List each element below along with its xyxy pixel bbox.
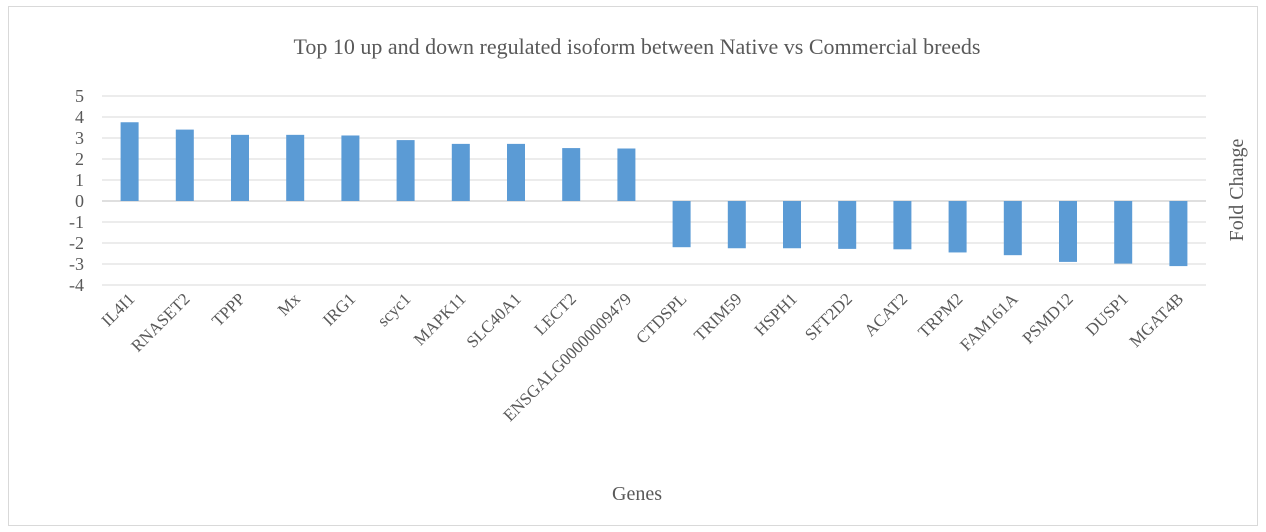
x-tick-label: RNASET2 [127, 289, 193, 355]
x-tick-label: SFT2D2 [801, 289, 856, 344]
x-tick-label: Mx [274, 289, 304, 319]
bar-tppp [231, 134, 249, 201]
bar-rnaset2 [175, 129, 194, 201]
bar-trpm2 [948, 201, 967, 253]
bar-fam161a [1003, 201, 1022, 256]
x-tick-label: IRG1 [319, 289, 359, 329]
bar-mx [286, 134, 305, 201]
bar-hsph1 [783, 201, 801, 249]
x-tick-label: CTDSPL [632, 289, 690, 347]
bar-sft2d2 [838, 201, 857, 249]
y-tick-label: 2 [75, 149, 84, 169]
bar-il4i1 [120, 122, 139, 201]
y-tick-label: -1 [69, 212, 84, 232]
bars [120, 122, 1188, 267]
bar-irg1 [341, 135, 360, 201]
x-tick-label: LECT2 [531, 289, 580, 338]
x-tick-label: SLC40A1 [463, 289, 525, 351]
x-tick-label: FAM161A [956, 289, 1022, 355]
y-axis-title: Fold Change [1226, 138, 1248, 241]
y-tick-label: -2 [69, 233, 84, 253]
x-tick-label: MAPK11 [410, 289, 470, 349]
bar-acat2 [893, 201, 912, 250]
x-tick-label: ACAT2 [860, 289, 911, 340]
x-tick-label: DUSP1 [1082, 289, 1132, 339]
y-tick-label: -4 [69, 275, 84, 295]
x-tick-label: MGAT4B [1126, 289, 1188, 351]
x-axis-title: Genes [612, 483, 662, 505]
x-tick-label: PSMD12 [1019, 289, 1077, 347]
y-tick-label: 4 [75, 107, 84, 127]
bar-mgat4b [1169, 201, 1188, 267]
bar-slc40a1 [507, 143, 525, 201]
y-tick-label: 1 [75, 170, 84, 190]
bar-lect2 [562, 148, 581, 201]
y-tick-label: 0 [75, 191, 84, 211]
y-tick-label: 5 [75, 86, 84, 106]
chart-frame [8, 6, 1258, 526]
chart-title: Top 10 up and down regulated isoform bet… [294, 34, 981, 59]
gridlines [102, 95, 1206, 286]
y-tick-label: -3 [69, 254, 84, 274]
bar-ctdspl [672, 201, 691, 248]
x-tick-label: IL4I1 [98, 289, 139, 330]
bar-psmd12 [1059, 201, 1077, 262]
x-tick-label: scyc1 [374, 289, 415, 330]
x-tick-label: TRPM2 [914, 289, 966, 341]
bar-scyc1 [396, 140, 415, 201]
x-tick-label: HSPH1 [751, 289, 801, 339]
y-tick-label: 3 [75, 128, 84, 148]
bar-dusp1 [1114, 201, 1133, 264]
bar-mapk11 [451, 143, 470, 201]
x-tick-label: TPPP [208, 289, 249, 330]
x-tick-label: TRIM59 [690, 289, 746, 345]
bar-ensgalg00000009479 [617, 148, 636, 201]
bar-trim59 [727, 201, 746, 249]
